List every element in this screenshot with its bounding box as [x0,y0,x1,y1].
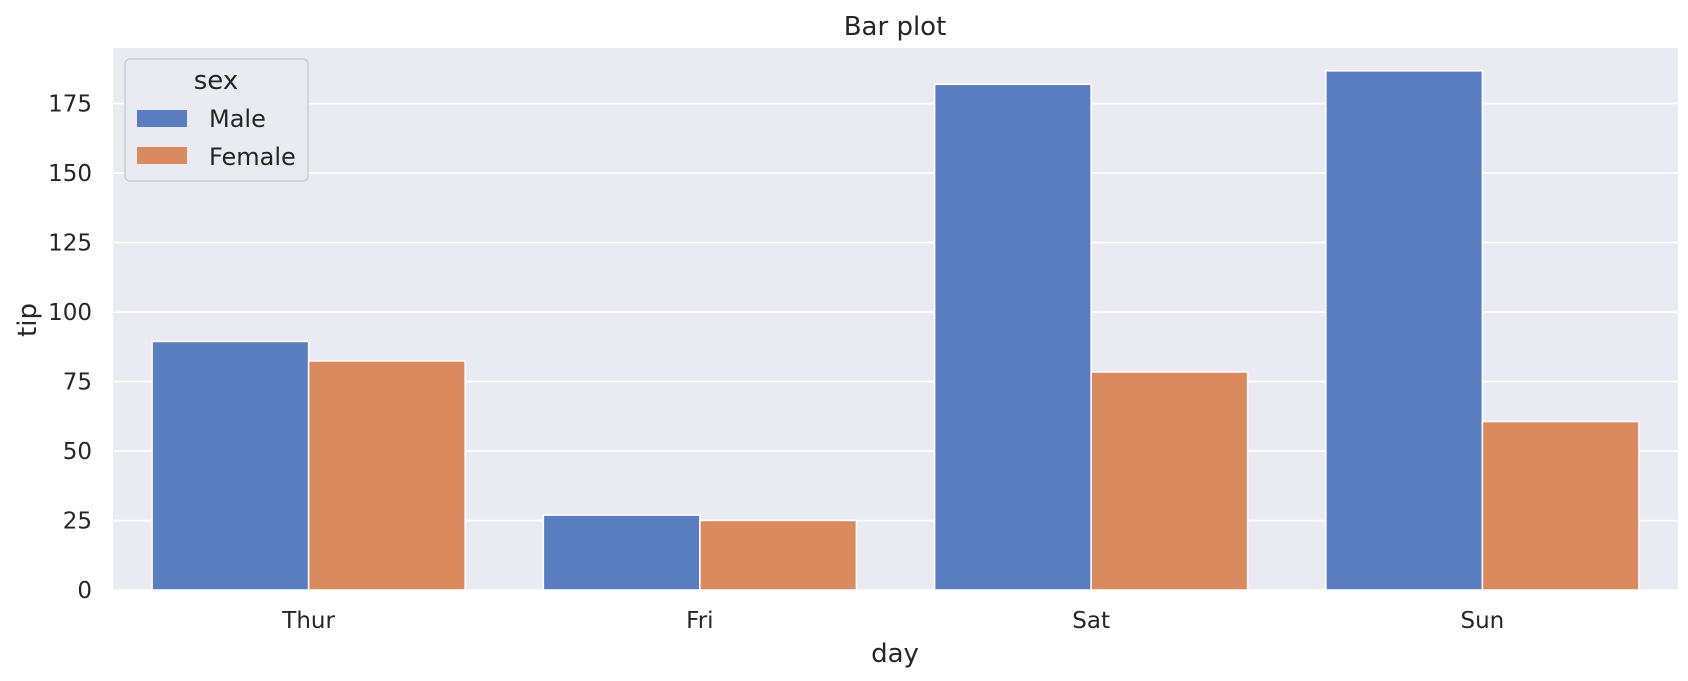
x-tick-label: Sat [1072,608,1110,634]
y-tick-label: 175 [48,92,92,118]
y-tick-label: 75 [63,370,92,396]
x-tick-label: Fri [686,608,713,634]
bar-female-sat [1090,371,1249,591]
bars [151,70,1640,591]
y-axis-label: tip [13,303,43,337]
y-tick-label: 125 [48,231,92,257]
bar-male-fri [542,514,701,591]
legend-swatch-male [137,110,187,127]
x-tick-label: Thur [281,608,335,634]
y-tick-label: 25 [63,509,92,535]
x-axis-label: day [871,639,919,669]
bar-female-thur [307,360,466,591]
bar-female-sun [1481,420,1640,591]
bar-male-sun [1325,70,1484,591]
bar-female-fri [699,519,858,591]
bar-male-sat [933,83,1092,591]
chart-title: Bar plot [844,12,947,42]
y-tick-label: 50 [63,439,92,465]
legend-label-male: Male [209,105,266,133]
x-tick-label: Sun [1460,608,1504,634]
bar-male-thur [151,340,310,591]
legend: sex Male Female [124,58,309,182]
x-axis-ticks: Thur Fri Sat Sun [281,608,1504,634]
legend-swatch-female [137,147,187,164]
legend-label-female: Female [209,143,296,171]
y-tick-label: 150 [48,161,92,187]
y-tick-label: 0 [77,578,92,604]
y-axis-ticks: 0 25 50 75 100 125 150 175 [48,92,92,604]
y-tick-label: 100 [48,300,92,326]
legend-title: sex [194,66,238,96]
